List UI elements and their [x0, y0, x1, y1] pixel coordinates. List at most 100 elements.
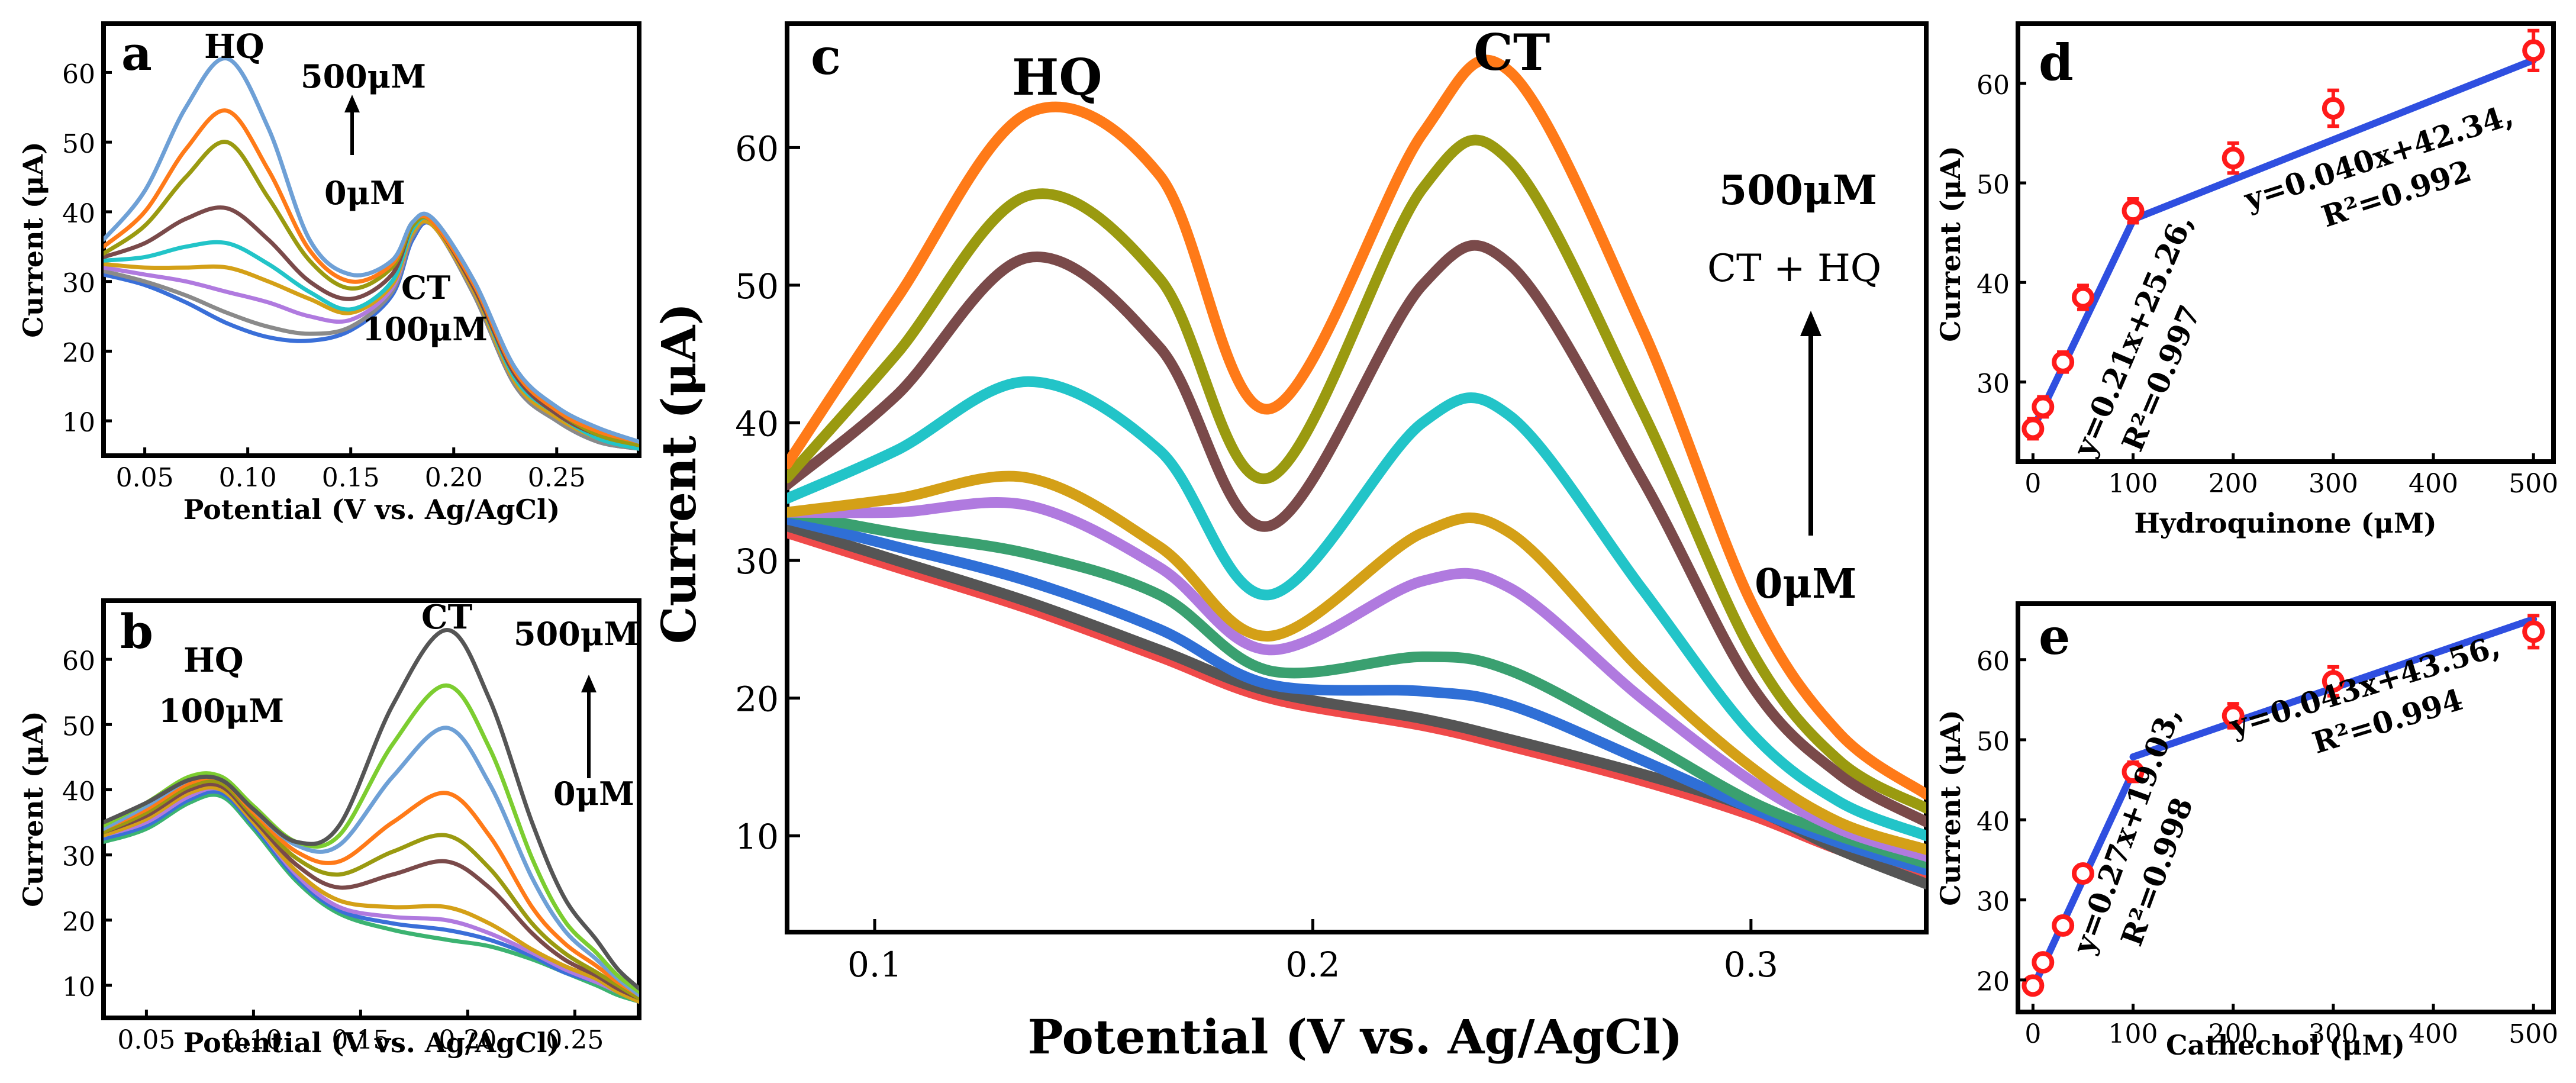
panel-d-xtick-label: 500 — [2509, 469, 2558, 499]
panel-d-ylabel: Current (μA) — [1935, 146, 1966, 341]
panel-c-ytick-label: 60 — [735, 128, 779, 169]
panel-c-hq-label: HQ — [1012, 48, 1102, 107]
panel-c-ylabel: Current (μA) — [651, 303, 707, 644]
panel-b-series-line — [104, 683, 639, 994]
panel-a-ticks: 0.05 0.10 0.15 0.20 0.25 10 20 30 40 50 60 — [62, 59, 586, 493]
panel-c-ytick-label: 20 — [735, 679, 779, 720]
panel-d-ytick-label: 40 — [1977, 269, 2010, 299]
panel-b-ytick-label: 30 — [62, 842, 95, 872]
panel-d-ticks: 0 100 200 300 400 500 30 40 50 60 — [1977, 70, 2558, 499]
panel-b: 0.05 0.10 0.15 0.20 0.25 10 20 30 40 50 60 b HQ 10… — [17, 598, 641, 1059]
panel-a-series-line — [104, 56, 639, 444]
panel-c-series-line — [787, 470, 1926, 855]
panel-c-series-line — [787, 54, 1926, 800]
panel-a-ct-conc: 100μM — [362, 310, 488, 348]
panel-b-hq-conc: 100μM — [159, 692, 284, 730]
panel-b-xtick-label: 0.20 — [439, 1025, 496, 1055]
panel-b-ct-label: CT — [421, 598, 473, 637]
panel-d-ytick-label: 30 — [1977, 369, 2010, 399]
panel-c-analytes: CT + HQ — [1707, 247, 1881, 291]
panel-e-xlabel: Cathechol (μM) — [2166, 1029, 2405, 1061]
panel-a-conc-high: 500μM — [301, 57, 426, 95]
panel-e-letter: e — [2039, 607, 2070, 666]
panel-c-xlabel: Potential (V vs. Ag/AgCl) — [1028, 1009, 1683, 1065]
panel-b-ticks: 0.05 0.10 0.15 0.20 0.25 10 20 30 40 50 60 — [62, 646, 604, 1055]
panel-e-data-point — [2022, 974, 2045, 997]
panel-e-data-point — [2071, 862, 2094, 885]
panel-d-frame — [2016, 21, 2556, 464]
panel-e-data-point — [2052, 914, 2075, 937]
panel-b-series-line — [104, 628, 639, 991]
panel-c-ytick-label: 30 — [735, 542, 779, 582]
panel-c-series-line — [787, 514, 1926, 876]
panel-d-data-point — [2022, 417, 2045, 440]
panel-e-ytick-label: 60 — [1977, 647, 2010, 677]
panel-d-fit-line — [2129, 56, 2538, 223]
panel-e-ylabel: Current (μA) — [1935, 710, 1966, 905]
panel-d-data-point — [2322, 96, 2345, 120]
panel-a-curves — [104, 56, 639, 451]
panel-b-series-line — [104, 778, 639, 1001]
panel-c-series-line — [787, 507, 1926, 869]
panel-c-series-line — [787, 240, 1926, 827]
panel-a-xlabel: Potential (V vs. Ag/AgCl) — [183, 494, 560, 526]
panel-e-frame — [2016, 601, 2556, 1014]
panel-a-ytick-label: 50 — [62, 129, 95, 159]
panel-c-ytick-label: 40 — [735, 404, 779, 444]
panel-d-data-point — [2052, 350, 2075, 373]
panel-e-data-point — [2322, 670, 2345, 693]
panel-b-ytick-label: 40 — [62, 776, 95, 807]
panel-c-xtick-label: 0.3 — [1724, 945, 1778, 985]
panel-a-ct-label: CT — [401, 269, 450, 307]
panel-a-xtick-label: 0.15 — [322, 463, 380, 493]
panel-c-letter: c — [811, 27, 841, 86]
panel-a-series-line — [104, 108, 639, 444]
panel-e-ticks: 0 100 200 300 400 500 20 30 40 50 60 — [1977, 647, 2558, 1049]
panel-a-conc-low: 0μM — [324, 174, 405, 212]
panel-c-ytick-label: 10 — [735, 817, 779, 857]
panel-c-xtick-label: 0.2 — [1285, 945, 1340, 985]
panel-c-arrow — [1800, 311, 1821, 536]
panel-e-plot — [2022, 614, 2545, 997]
panel-d-data-point — [2222, 147, 2245, 170]
panel-c-series-line — [787, 134, 1926, 814]
panel-e-xtick-label: 200 — [2209, 1019, 2258, 1049]
panel-d-plot — [2022, 28, 2545, 441]
panel-e-xtick-label: 400 — [2409, 1019, 2458, 1049]
panel-a: 0.05 0.10 0.15 0.20 0.25 10 20 30 40 50 60 a HQ 50… — [17, 21, 641, 526]
panel-e-xtick-label: 300 — [2309, 1019, 2358, 1049]
panel-b-letter: b — [120, 604, 153, 659]
panel-b-xtick-label: 0.05 — [117, 1025, 175, 1055]
panel-d-xtick-label: 300 — [2309, 469, 2358, 499]
panel-a-ytick-label: 60 — [62, 59, 95, 89]
panel-e-data-point — [2222, 704, 2245, 727]
panel-d-data-point — [2522, 39, 2545, 62]
panel-c-conc-low: 0μM — [1755, 560, 1856, 608]
panel-c-series-line — [787, 376, 1926, 842]
panel-d-fit-line — [2029, 216, 2137, 433]
panel-b-xtick-label: 0.15 — [331, 1025, 389, 1055]
panel-c-ct-label: CT — [1474, 23, 1550, 82]
panel-d-xtick-label: 200 — [2209, 469, 2258, 499]
panel-d-xtick-label: 0 — [2024, 469, 2041, 499]
panel-b-conc-high: 500μM — [514, 615, 639, 653]
panel-a-xtick-label: 0.20 — [425, 463, 483, 493]
panel-b-hq-label: HQ — [183, 641, 244, 680]
panel-a-xtick-label: 0.10 — [219, 463, 277, 493]
panel-b-xtick-label: 0.25 — [546, 1025, 604, 1055]
panel-e-ytick-label: 30 — [1977, 887, 2010, 917]
panel-e-data-point — [2522, 620, 2545, 643]
panel-a-ylabel: Current (μA) — [17, 141, 49, 337]
panel-d-xlabel: Hydroquinone (μM) — [2134, 507, 2436, 539]
panel-c-conc-high: 500μM — [1719, 167, 1877, 214]
panel-c: 0.1 0.2 0.3 10 20 30 40 50 60 c HQ CT 500μM CT +… — [651, 21, 1929, 1065]
panel-e-xtick-label: 0 — [2024, 1019, 2041, 1049]
panel-a-ytick-label: 10 — [62, 408, 95, 438]
panel-b-curves — [104, 628, 639, 1004]
panel-a-series-line — [104, 205, 639, 447]
panel-d-letter: d — [2039, 33, 2074, 92]
panel-d-ytick-label: 60 — [1977, 70, 2010, 101]
